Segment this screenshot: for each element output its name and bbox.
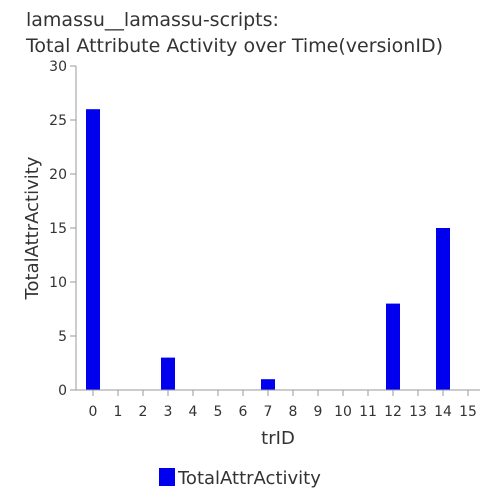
y-tick-label: 5 <box>58 329 67 345</box>
chart-title-line-1: lamassu__lamassu-scripts: <box>26 9 279 31</box>
bar-7 <box>261 379 275 390</box>
y-tick-label: 25 <box>49 113 67 129</box>
x-tick-label: 15 <box>459 404 477 420</box>
chart-title-line-2: Total Attribute Activity over Time(versi… <box>25 35 443 57</box>
x-tick-label: 2 <box>139 404 148 420</box>
y-tick-label: 15 <box>49 221 67 237</box>
plot-area <box>86 109 450 390</box>
x-tick-label: 14 <box>434 404 452 420</box>
legend-swatch <box>159 468 175 486</box>
bar-0 <box>86 109 100 390</box>
x-tick-label: 4 <box>189 404 198 420</box>
x-axis-label: trID <box>261 428 295 449</box>
x-tick-label: 1 <box>114 404 123 420</box>
y-axis-label: TotalAttrActivity <box>22 156 43 300</box>
legend-label: TotalAttrActivity <box>177 468 321 489</box>
x-tick-label: 9 <box>314 404 323 420</box>
bar-12 <box>386 303 400 390</box>
x-tick-label: 12 <box>384 404 402 420</box>
y-axis-ticks: 0 5 10 15 20 25 30 <box>49 59 76 399</box>
x-axis-ticks: 0 1 2 3 4 5 6 7 8 9 10 11 12 13 14 15 <box>89 390 477 420</box>
x-tick-label: 13 <box>409 404 427 420</box>
x-tick-label: 6 <box>239 404 248 420</box>
x-tick-label: 8 <box>289 404 298 420</box>
x-tick-label: 10 <box>334 404 352 420</box>
x-tick-label: 5 <box>214 404 223 420</box>
y-tick-label: 30 <box>49 59 67 75</box>
y-tick-label: 0 <box>58 383 67 399</box>
x-tick-label: 7 <box>264 404 273 420</box>
x-tick-label: 3 <box>164 404 173 420</box>
y-tick-label: 20 <box>49 167 67 183</box>
x-tick-label: 11 <box>359 404 377 420</box>
bar-3 <box>161 357 175 390</box>
y-tick-label: 10 <box>49 275 67 291</box>
x-tick-label: 0 <box>89 404 98 420</box>
bar-14 <box>436 228 450 390</box>
